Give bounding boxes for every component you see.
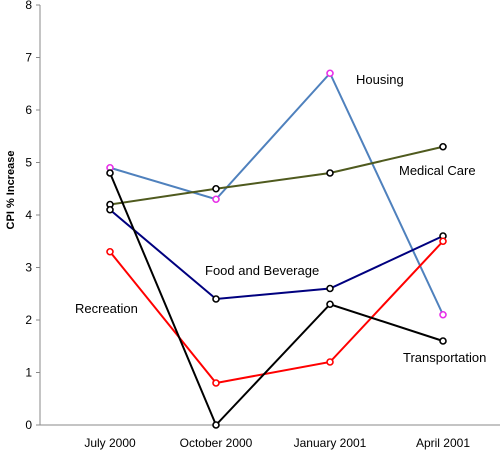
data-point-food-and-beverage — [106, 205, 114, 214]
tick-labels: 0 1 2 3 4 5 6 7 8 July 2000 October 2000 January 20… — [25, 0, 470, 450]
data-point-recreation — [106, 247, 114, 256]
x-tick-label: April 2001 — [416, 436, 470, 450]
data-point-housing — [439, 310, 447, 319]
x-tick-label: January 2001 — [294, 436, 367, 450]
data-point-recreation — [212, 379, 220, 387]
series-line-food-and-beverage — [109, 208, 444, 301]
y-tick-label: 0 — [25, 418, 32, 432]
data-point-transportation — [439, 337, 447, 345]
series-lines — [109, 71, 444, 427]
y-tick-label: 3 — [25, 261, 32, 275]
series-line-recreation — [109, 240, 444, 385]
series-line-housing — [109, 71, 444, 316]
series-label-housing: Housing — [356, 72, 404, 87]
series-label-transportation: Transportation — [403, 350, 486, 365]
data-point-recreation — [439, 237, 447, 246]
x-tick-label: July 2000 — [84, 436, 136, 450]
data-point-housing — [326, 69, 334, 78]
data-point-food-and-beverage — [212, 295, 220, 303]
data-point-medical-care — [212, 184, 220, 193]
series-points — [106, 69, 447, 429]
data-point-transportation — [212, 421, 220, 429]
data-point-recreation — [326, 358, 334, 366]
y-axis-title: CPI % Increase — [5, 151, 17, 230]
series-label-food-and-beverage: Food and Beverage — [205, 263, 319, 278]
data-point-food-and-beverage — [326, 284, 334, 293]
y-tick-label: 5 — [25, 156, 32, 170]
y-tick-label: 8 — [25, 0, 32, 12]
series-label-recreation: Recreation — [75, 301, 138, 316]
series-line-medical-care — [109, 145, 444, 206]
data-point-medical-care — [439, 142, 447, 151]
data-point-housing — [212, 195, 220, 204]
data-point-transportation — [106, 169, 114, 177]
y-tick-label: 6 — [25, 103, 32, 117]
x-tick-label: October 2000 — [180, 436, 253, 450]
series-label-medical-care: Medical Care — [399, 163, 476, 178]
y-tick-label: 4 — [25, 208, 32, 222]
y-tick-label: 2 — [25, 313, 32, 327]
y-tick-label: 1 — [25, 366, 32, 380]
series-labels: Housing Medical Care Food and Beverage Recr… — [75, 72, 486, 365]
data-point-medical-care — [326, 169, 334, 177]
y-tick-label: 7 — [25, 51, 32, 65]
series-line-transportation — [109, 172, 444, 427]
data-point-transportation — [326, 300, 334, 309]
